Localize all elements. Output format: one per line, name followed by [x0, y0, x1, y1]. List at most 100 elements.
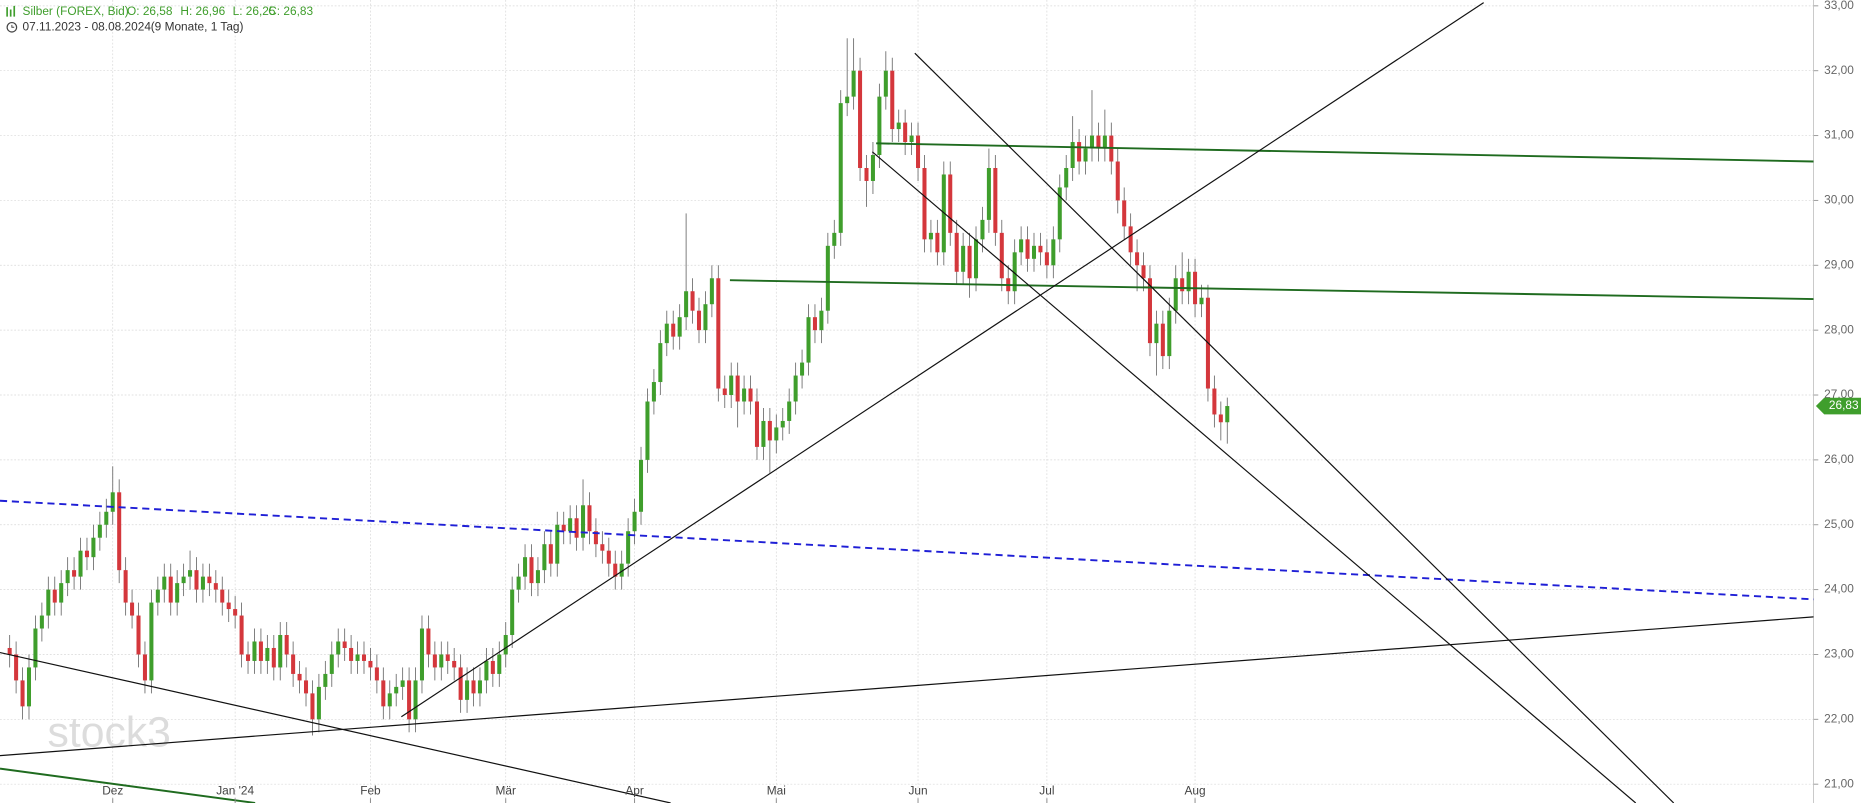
- candle-body: [387, 693, 392, 707]
- candle-body: [117, 492, 122, 571]
- candle-body: [671, 323, 676, 337]
- candle-body: [722, 388, 727, 396]
- candle-body: [800, 362, 805, 376]
- candle-body: [922, 167, 927, 240]
- x-tick-label: Apr: [625, 783, 644, 797]
- candle-body: [258, 641, 263, 661]
- candle-body: [954, 232, 959, 272]
- candle-body: [909, 135, 914, 143]
- candle-body: [432, 654, 437, 668]
- trend-line: [876, 142, 1814, 163]
- candle-body: [291, 654, 296, 674]
- candle-body: [368, 660, 373, 668]
- date-range: 07.11.2023 - 08.08.2024: [23, 19, 152, 33]
- candle-body: [1160, 323, 1165, 357]
- candle-body: [407, 680, 412, 720]
- candle-body: [1057, 187, 1062, 240]
- candle-body: [626, 531, 631, 564]
- candle-body: [1051, 239, 1056, 266]
- candle-body: [355, 654, 360, 661]
- candle-body: [310, 693, 315, 720]
- candle-body: [316, 686, 321, 720]
- candle-body: [529, 557, 534, 584]
- y-tick-label: 29,00: [1824, 257, 1854, 271]
- candle-body: [194, 570, 199, 590]
- candle-body: [651, 382, 656, 402]
- candle-body: [819, 310, 824, 331]
- candle-body: [252, 641, 257, 661]
- trend-line: [0, 499, 1814, 601]
- header-high: H: 26,96: [180, 4, 225, 18]
- candle-body: [1225, 406, 1230, 423]
- candle-body: [838, 103, 843, 233]
- clock-hands: [11, 24, 15, 28]
- candle-body: [754, 401, 759, 447]
- y-tick-label: 33,00: [1824, 0, 1854, 12]
- candle-body: [1199, 297, 1204, 305]
- candle-body: [484, 660, 489, 681]
- candle-body: [439, 654, 444, 668]
- candle-body: [220, 589, 225, 603]
- candle-body: [110, 492, 115, 512]
- candle-body: [1180, 278, 1185, 292]
- trend-line: [0, 651, 671, 803]
- candle-body: [477, 680, 482, 694]
- candle-body: [419, 628, 424, 681]
- candle-body: [20, 680, 25, 707]
- candle-body: [1096, 135, 1101, 149]
- y-tick-label: 30,00: [1824, 193, 1854, 207]
- trend-line: [0, 616, 1814, 757]
- candle-body: [870, 155, 875, 181]
- candle-body: [374, 667, 379, 681]
- candle-body: [284, 635, 289, 655]
- candle-body: [33, 628, 38, 668]
- candle-body: [812, 317, 817, 331]
- clock-icon: [6, 21, 18, 33]
- candle-body: [84, 550, 89, 558]
- candle-body: [142, 654, 147, 681]
- x-tick-label: Jun: [908, 783, 927, 797]
- candle-body: [974, 239, 979, 279]
- candle-body: [246, 654, 251, 661]
- candle-body: [709, 278, 714, 305]
- candle-body: [574, 518, 579, 538]
- trend-line: [0, 767, 256, 803]
- candle-body: [1141, 265, 1146, 279]
- candle-body: [1115, 161, 1120, 201]
- candle-body: [767, 420, 772, 441]
- candle-body: [72, 570, 77, 577]
- header-close: C: 26,83: [268, 4, 313, 18]
- candle-body: [65, 570, 70, 584]
- candle-body: [162, 576, 167, 590]
- candle-body: [39, 615, 44, 629]
- candle-body: [1102, 135, 1107, 149]
- candle-body: [690, 291, 695, 311]
- candle-body: [465, 680, 470, 700]
- candle-body: [845, 96, 850, 104]
- candle-body: [336, 641, 341, 655]
- candle-body: [999, 232, 1004, 279]
- price-badge-label: 26,83: [1829, 398, 1859, 412]
- period: (9 Monate, 1 Tag): [151, 19, 244, 33]
- candle-body: [207, 576, 212, 584]
- x-tick-label: Jul: [1039, 783, 1054, 797]
- candle-body: [297, 673, 302, 681]
- candle-body: [1122, 200, 1127, 227]
- candle-body: [123, 570, 128, 603]
- candle-body: [181, 576, 186, 584]
- candle-body: [619, 563, 624, 577]
- candle-body: [774, 427, 779, 441]
- candle-body: [703, 304, 708, 331]
- candle-body: [188, 570, 193, 577]
- x-tick-label: Dez: [102, 783, 123, 797]
- y-tick-label: 23,00: [1824, 647, 1854, 661]
- candle-body: [1167, 310, 1172, 357]
- candle-body: [458, 667, 463, 700]
- candle-body: [503, 635, 508, 655]
- candle-body: [542, 544, 547, 571]
- candle-body: [1083, 148, 1088, 162]
- candle-body: [613, 563, 618, 577]
- candle-body: [606, 550, 611, 564]
- candle-body: [361, 654, 367, 661]
